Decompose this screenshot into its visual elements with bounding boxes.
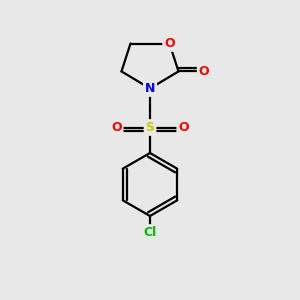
Text: Cl: Cl <box>143 226 157 239</box>
Text: N: N <box>145 82 155 95</box>
Text: O: O <box>164 37 175 50</box>
Text: O: O <box>111 121 122 134</box>
Text: O: O <box>199 65 209 78</box>
Text: O: O <box>178 121 189 134</box>
Text: S: S <box>146 121 154 134</box>
